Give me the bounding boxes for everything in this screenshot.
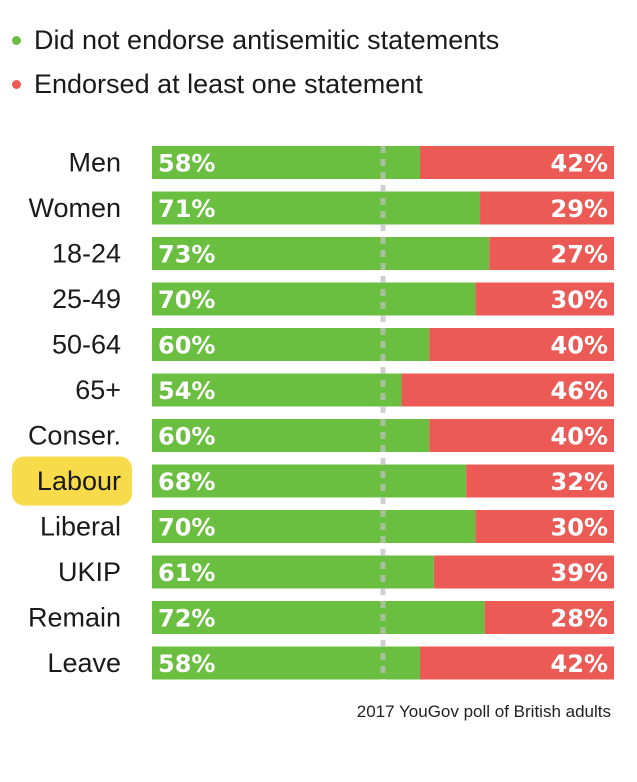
value-label-not-endorsed-leave: 58% — [158, 650, 215, 678]
value-label-endorsed-remain: 28% — [551, 605, 608, 633]
bar-endorsed-remain — [484, 601, 614, 634]
category-label-18-24: 18-24 — [52, 239, 121, 269]
value-label-not-endorsed-18-24: 73% — [158, 241, 215, 269]
stacked-bar-chart: Men 58% 42% Women 71% 29% 18-24 73% 27% 25-49 70% 3… — [12, 146, 614, 680]
highlight-labour — [12, 456, 132, 506]
value-label-not-endorsed-conser: 60% — [158, 423, 215, 451]
bar-endorsed-25-49 — [475, 282, 614, 316]
value-label-not-endorsed-65: 54% — [158, 377, 215, 405]
value-label-endorsed-conser: 40% — [551, 423, 608, 451]
category-label-leave: Leave — [47, 648, 121, 678]
value-label-endorsed-65: 46% — [551, 377, 608, 405]
bar-endorsed-conser — [429, 419, 614, 452]
legend-label-endorsed: Endorsed at least one statement — [34, 68, 423, 99]
value-label-endorsed-50-64: 40% — [551, 332, 608, 360]
value-label-endorsed-men: 42% — [551, 150, 608, 178]
bar-endorsed-women — [480, 191, 614, 225]
category-label-ukip: UKIP — [58, 557, 121, 587]
category-label-65: 65+ — [75, 375, 121, 405]
value-label-endorsed-25-49: 30% — [551, 286, 608, 314]
value-label-endorsed-labour: 32% — [551, 468, 608, 496]
category-label-remain: Remain — [28, 603, 121, 633]
legend-swatch-not-endorsed — [12, 35, 21, 45]
value-label-not-endorsed-men: 58% — [158, 150, 215, 178]
value-label-not-endorsed-25-49: 70% — [158, 286, 215, 314]
bar-endorsed-50-64 — [429, 328, 614, 361]
bar-not-endorsed-leave — [152, 646, 420, 680]
bar-not-endorsed-remain — [152, 601, 485, 634]
bar-endorsed-men — [419, 146, 614, 179]
bar-not-endorsed-18-24 — [152, 237, 490, 270]
category-label-conser: Conser. — [28, 421, 121, 451]
bar-not-endorsed-labour — [152, 464, 467, 498]
value-label-endorsed-18-24: 27% — [551, 241, 608, 269]
value-label-endorsed-women: 29% — [551, 195, 608, 223]
value-label-not-endorsed-remain: 72% — [158, 605, 215, 633]
bar-endorsed-leave — [419, 646, 614, 680]
value-label-not-endorsed-50-64: 60% — [158, 332, 215, 360]
bar-not-endorsed-25-49 — [152, 282, 476, 316]
bar-not-endorsed-men — [152, 146, 420, 179]
value-label-not-endorsed-liberal: 70% — [158, 514, 215, 542]
bar-endorsed-ukip — [433, 555, 614, 589]
bar-not-endorsed-65 — [152, 373, 402, 407]
category-label-50-64: 50-64 — [52, 330, 121, 360]
bar-endorsed-65 — [401, 373, 614, 407]
value-label-not-endorsed-labour: 68% — [158, 468, 215, 496]
bar-not-endorsed-ukip — [152, 555, 434, 589]
bar-endorsed-labour — [466, 464, 614, 498]
category-label-men: Men — [68, 148, 121, 178]
bar-not-endorsed-liberal — [152, 510, 476, 543]
category-label-25-49: 25-49 — [52, 284, 121, 314]
value-label-endorsed-liberal: 30% — [551, 514, 608, 542]
source-note: 2017 YouGov poll of British adults — [356, 702, 611, 721]
legend: Did not endorse antisemitic statements E… — [12, 18, 499, 106]
value-label-endorsed-ukip: 39% — [551, 559, 608, 587]
bar-endorsed-liberal — [475, 510, 614, 543]
legend-label-not-endorsed: Did not endorse antisemitic statements — [34, 24, 500, 55]
value-label-not-endorsed-women: 71% — [158, 195, 215, 223]
legend-swatch-endorsed — [12, 79, 21, 89]
legend-item-endorsed: Endorsed at least one statement — [12, 62, 499, 106]
category-label-liberal: Liberal — [40, 512, 121, 542]
category-label-labour: Labour — [37, 466, 121, 496]
bar-not-endorsed-women — [152, 191, 481, 225]
category-label-women: Women — [28, 193, 121, 223]
legend-item-not-endorsed: Did not endorse antisemitic statements — [12, 18, 499, 62]
bar-endorsed-18-24 — [489, 237, 614, 270]
value-label-endorsed-leave: 42% — [551, 650, 608, 678]
value-label-not-endorsed-ukip: 61% — [158, 559, 215, 587]
